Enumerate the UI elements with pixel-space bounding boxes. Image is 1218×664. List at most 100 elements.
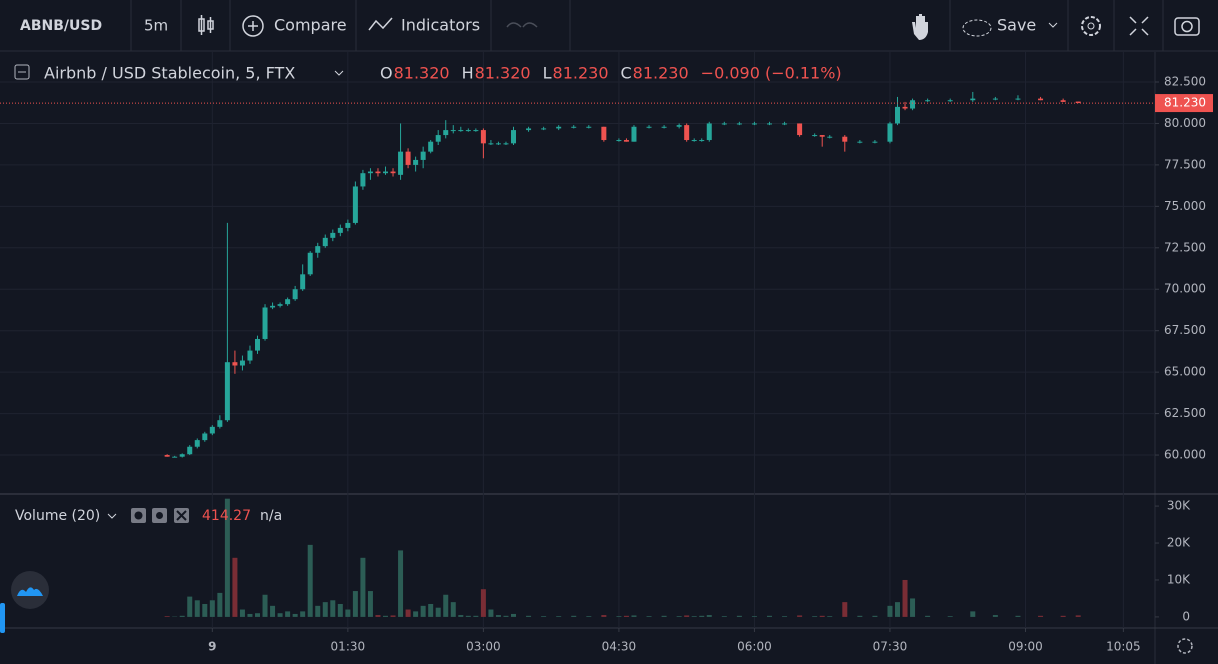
candle-body xyxy=(827,136,833,138)
volume-bar xyxy=(239,609,245,617)
volume-controls xyxy=(131,508,189,523)
candle-body xyxy=(179,454,185,457)
save-dropdown[interactable] xyxy=(1048,22,1058,28)
volume-bar xyxy=(187,596,193,617)
candle-body xyxy=(352,186,358,223)
candle-body xyxy=(322,237,328,247)
volume-bar xyxy=(721,616,727,617)
candle-body xyxy=(541,128,547,130)
volume-title[interactable]: Volume (20) xyxy=(15,508,100,524)
settings-icon-core xyxy=(1087,22,1095,30)
save-button[interactable]: Save xyxy=(997,16,1036,35)
volume-bar xyxy=(925,615,931,617)
volume-bar xyxy=(857,615,863,617)
undo-redo-icons[interactable] xyxy=(506,22,538,28)
chart-title[interactable]: Airbnb / USD Stablecoin, 5, FTX xyxy=(44,64,295,83)
title-dropdown[interactable] xyxy=(334,70,344,76)
chart-type-icon[interactable] xyxy=(198,15,214,35)
candle-body xyxy=(676,125,682,127)
volume-dropdown[interactable] xyxy=(107,513,117,519)
interval[interactable]: 5m xyxy=(144,17,168,35)
volume-bar xyxy=(232,557,238,617)
volume-bar xyxy=(706,615,712,617)
remove-cross xyxy=(176,510,187,521)
volume-bar xyxy=(623,615,629,617)
snapshot-icon[interactable] xyxy=(1174,17,1200,36)
eye-dot xyxy=(134,511,143,520)
y-tick-label: 77.500 xyxy=(1164,157,1206,171)
indicators-button[interactable]: Indicators xyxy=(401,16,480,35)
volume-bar xyxy=(661,615,667,617)
volume-bar xyxy=(164,616,170,617)
candle-body xyxy=(420,151,426,160)
candle-body xyxy=(947,100,953,102)
candle-body xyxy=(586,126,592,128)
candle-body xyxy=(751,123,757,125)
candle-body xyxy=(970,98,976,101)
candle-body xyxy=(1038,98,1044,101)
volume-bar xyxy=(819,615,825,617)
candle-body xyxy=(910,100,916,109)
save-icon[interactable] xyxy=(962,19,992,37)
legend-key: H xyxy=(462,64,474,83)
settings-icon[interactable] xyxy=(1081,16,1101,36)
grid xyxy=(0,52,1155,628)
candle-body xyxy=(511,130,517,144)
volume-bar xyxy=(428,603,434,617)
candle-body xyxy=(217,420,223,427)
y-tick-label: 70.000 xyxy=(1164,282,1206,296)
x-tick-label: 06:00 xyxy=(737,640,772,654)
candle-body xyxy=(458,130,464,132)
volume-bar xyxy=(270,605,276,617)
candle-body xyxy=(1060,100,1066,102)
candle-body xyxy=(616,140,622,142)
volume-bar xyxy=(435,607,441,617)
candle-body xyxy=(194,440,200,447)
symbol[interactable]: ABNB/USD xyxy=(20,18,102,34)
y-tick-label: 30K xyxy=(1167,499,1191,513)
volume-bar xyxy=(503,615,509,617)
volume-bar xyxy=(224,498,230,617)
volume-bar xyxy=(367,591,373,617)
compare-button[interactable]: Compare xyxy=(274,16,347,35)
candle-body xyxy=(255,338,261,351)
volume-bar xyxy=(797,615,803,617)
candle-body xyxy=(782,123,788,125)
candle-body xyxy=(556,126,562,129)
candle-body xyxy=(691,140,697,142)
volume-last-value: 414.27 xyxy=(202,508,251,524)
volume-bar xyxy=(646,616,652,617)
volume-bar xyxy=(699,615,705,617)
axes: 60.000 62.500 65.000 67.500 70.000 72.500 75.0… xyxy=(208,75,1213,654)
volume-bar xyxy=(405,609,411,617)
candle-body xyxy=(292,289,298,300)
volume-bar xyxy=(465,615,471,617)
gear-dot xyxy=(156,512,163,519)
y-tick-label: 0 xyxy=(1182,609,1190,623)
volume-bar xyxy=(322,602,328,617)
volume-bar xyxy=(255,613,261,617)
candle-body xyxy=(819,135,825,137)
legend-key: L xyxy=(543,64,552,83)
volume-pane xyxy=(164,498,1081,617)
volume-bar xyxy=(571,615,577,617)
y-tick-label: 20K xyxy=(1167,536,1191,550)
candle-body xyxy=(450,130,456,132)
candle-body xyxy=(699,140,705,142)
axis-settings[interactable] xyxy=(1177,638,1193,654)
volume-bar xyxy=(352,591,358,617)
volume-bar xyxy=(285,611,291,617)
candle-body xyxy=(1075,101,1081,104)
fullscreen-icon[interactable] xyxy=(1129,16,1149,36)
candle-body xyxy=(925,100,931,102)
volume-bar xyxy=(616,616,622,617)
candle-body xyxy=(623,140,629,142)
compare-icon[interactable] xyxy=(242,15,264,37)
indicators-icon[interactable] xyxy=(368,17,393,31)
side-tab[interactable] xyxy=(0,603,5,633)
drag-icon[interactable] xyxy=(912,14,928,40)
x-tick-label: 03:00 xyxy=(466,640,501,654)
collapse-icon[interactable] xyxy=(14,64,30,80)
last-price-box xyxy=(1155,94,1213,113)
